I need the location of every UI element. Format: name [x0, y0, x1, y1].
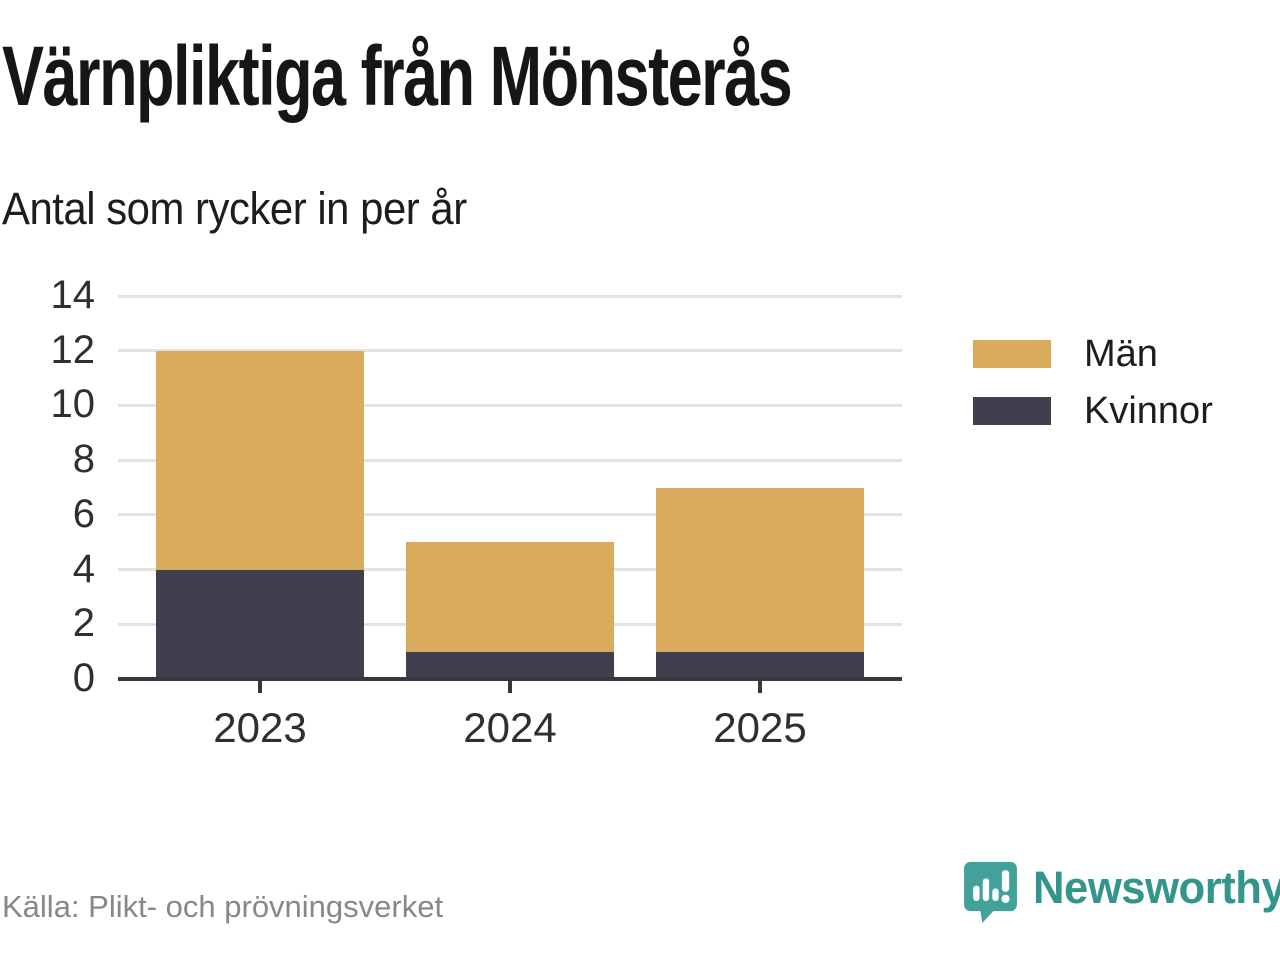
y-tick-label: 12 [50, 327, 96, 372]
gridline-y-10 [118, 403, 902, 407]
newsworthy-logo-icon [964, 861, 1017, 923]
chart-subtitle: Antal som rycker in per år [2, 183, 467, 234]
legend-item-kvinnor: Kvinnor [973, 392, 1213, 430]
brand-lockup: Newsworthy [963, 861, 1280, 923]
x-tick-label-2025: 2025 [713, 704, 807, 751]
y-tick-label: 2 [72, 601, 95, 646]
gridline-y-12 [118, 349, 902, 353]
chart-title: Värnpliktiga från Mönsterås [2, 29, 793, 123]
y-tick-label: 14 [50, 273, 96, 318]
y-tick-label: 6 [72, 492, 95, 537]
legend-swatch-kvinnor [973, 397, 1051, 425]
x-tick-label-2023: 2023 [213, 704, 307, 751]
x-tick-label-2024: 2024 [463, 704, 557, 751]
gridline-y-8 [118, 458, 902, 462]
plot-area: 0 2 4 6 8 10 12 14 2023 2024 2025 [0, 275, 960, 766]
legend-swatch-män [973, 340, 1051, 368]
gridline-y-14 [118, 294, 902, 298]
bar-segment-kvinnor-2024 [406, 651, 614, 679]
x-tick-mark-2025 [758, 681, 762, 693]
x-tick-mark-2024 [508, 681, 512, 693]
y-tick-label: 0 [72, 656, 95, 701]
bar-segment-män-2023 [156, 350, 364, 570]
bar-segment-män-2024 [406, 542, 614, 652]
source-note: Källa: Plikt- och prövningsverket [2, 889, 444, 924]
bar-segment-män-2025 [656, 487, 864, 652]
y-tick-label: 8 [72, 437, 95, 482]
y-tick-label: 4 [72, 546, 95, 591]
bar-segment-kvinnor-2023 [156, 569, 364, 679]
y-tick-label: 10 [50, 382, 96, 427]
legend-label-män: Män [1084, 333, 1158, 375]
bar-segment-kvinnor-2025 [656, 651, 864, 679]
x-tick-mark-2023 [258, 681, 262, 693]
legend: Män Kvinnor [973, 335, 1213, 454]
gridline-y-6 [118, 513, 902, 517]
x-axis-line [118, 677, 902, 681]
legend-label-kvinnor: Kvinnor [1084, 390, 1213, 432]
legend-item-män: Män [973, 335, 1213, 373]
brand-name: Newsworthy [1033, 862, 1280, 913]
